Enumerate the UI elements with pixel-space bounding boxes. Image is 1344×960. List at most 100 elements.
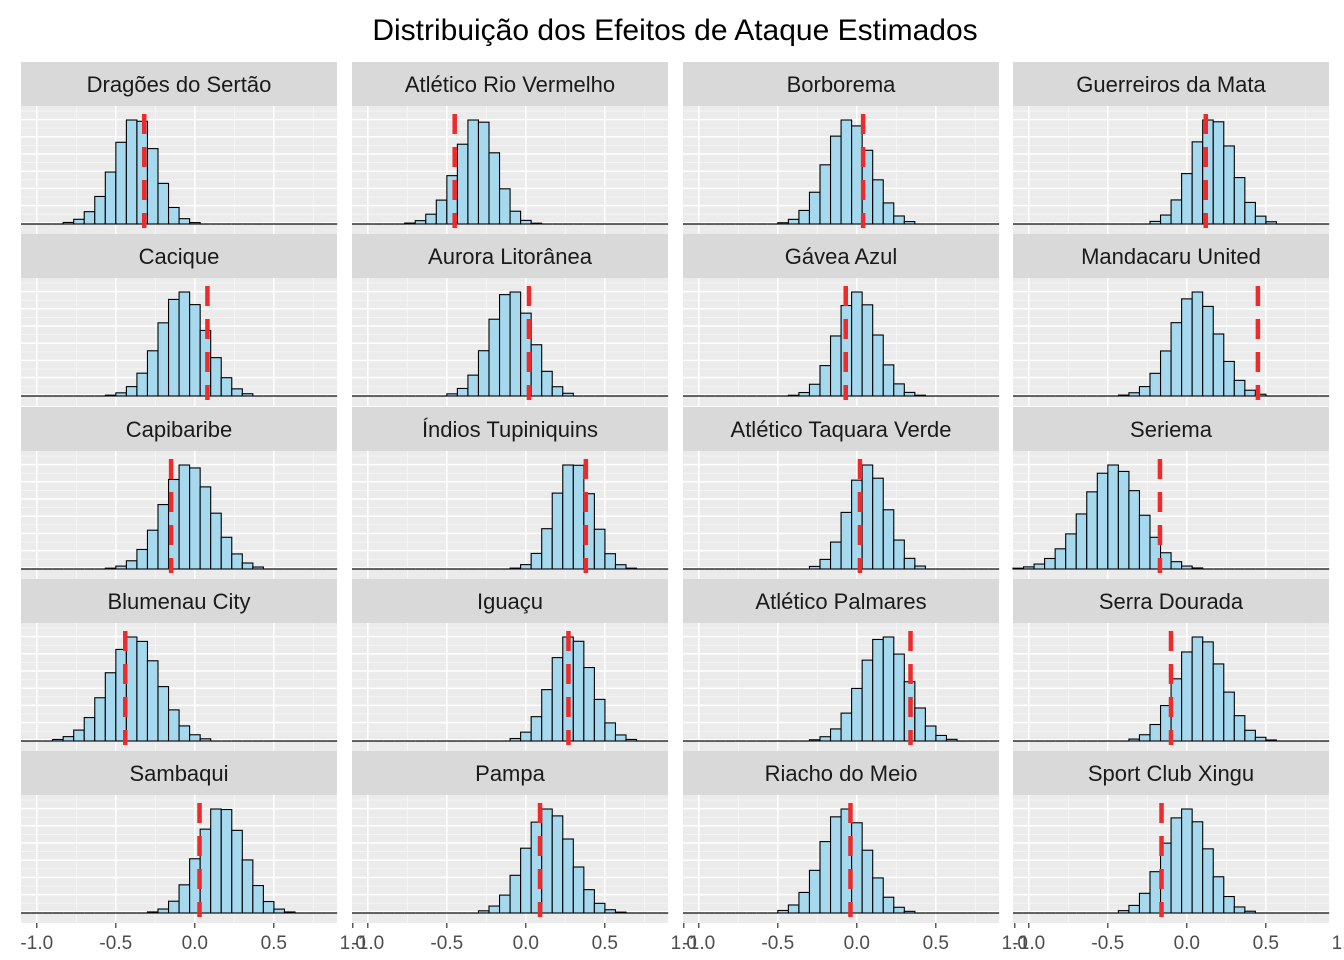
histogram-bar: [199, 486, 212, 570]
histogram-bar: [220, 377, 233, 397]
x-axis-2: -1.0 -0.5 0.0 0.5 1.0: [351, 923, 697, 954]
histogram-bar: [1181, 173, 1193, 225]
histogram-bar: [1181, 808, 1193, 914]
histogram-bar: [787, 394, 800, 397]
histogram-bar: [1191, 636, 1204, 742]
histogram-bar: [572, 640, 585, 742]
histogram-bar: [104, 394, 117, 397]
histogram-bar: [157, 504, 170, 570]
histogram-bar: [541, 528, 553, 570]
histogram-bar: [1244, 910, 1256, 914]
histogram-bar: [104, 567, 117, 570]
facet-strip: [352, 234, 668, 278]
histogram-bars: [683, 119, 1000, 225]
histogram-bar: [851, 291, 863, 397]
histogram-bar: [882, 896, 895, 914]
x-tick-label: 0.5: [592, 933, 618, 954]
histogram-bar: [488, 152, 501, 225]
histogram-bar: [541, 808, 553, 914]
histogram-bar: [551, 815, 564, 914]
histogram-bar: [1149, 220, 1162, 225]
grid-lines: [683, 278, 1016, 406]
histogram-bar: [798, 891, 811, 914]
histogram-bar: [520, 219, 532, 225]
histogram-bar: [787, 904, 800, 914]
histogram-bar: [562, 636, 574, 742]
histogram-bar: [893, 539, 905, 570]
histogram-bar: [530, 552, 543, 570]
histogram-bar: [157, 686, 170, 742]
facet-panel-serra-dourada: Serra Dourada: [1013, 579, 1330, 751]
histogram-bar: [52, 738, 64, 742]
facet-panel-cacique: Cacique: [21, 234, 354, 406]
histogram-bar: [1107, 464, 1119, 570]
histogram-bar: [1117, 910, 1130, 914]
histogram-bar: [62, 736, 75, 742]
histogram-bar: [840, 511, 853, 570]
histogram-bar: [530, 821, 543, 914]
histogram-bar: [903, 557, 916, 570]
histogram-bar: [541, 689, 553, 742]
histogram-bar: [829, 135, 842, 225]
histogram-bar: [593, 902, 606, 914]
histogram-bar: [840, 712, 853, 742]
facet-strip-label: Borborema: [787, 72, 897, 97]
histogram-bar: [1244, 729, 1256, 742]
histogram-bar: [241, 393, 254, 397]
histogram-bar: [1075, 513, 1088, 570]
histogram-bars: [21, 119, 338, 225]
x-axes: -1.0 -0.5 0.0 0.5 1.0-1.0 -0.5 0.0 0.5 1.0-1.0 -0…: [20, 923, 1344, 954]
facet-panel-sport-club-xingu: Sport Club Xingu: [1013, 751, 1330, 923]
histogram-bar: [1181, 298, 1193, 397]
facet-panel-borborema: Borborema: [683, 62, 1016, 234]
histogram-bar: [509, 874, 522, 914]
facet-strip-label: Serra Dourada: [1099, 589, 1244, 614]
facet-panel-guerreiros-da-mata: Guerreiros da Mata: [1013, 62, 1330, 234]
histogram-bar: [924, 725, 937, 742]
histogram-bar: [872, 638, 884, 742]
histogram-bar: [1086, 491, 1098, 570]
x-tick-label: 0.5: [1253, 933, 1279, 954]
histogram-bar: [882, 202, 895, 225]
histogram-bar: [1128, 490, 1141, 570]
facet-strip: [352, 751, 668, 795]
facet-strip: [21, 579, 337, 623]
histogram-bar: [1233, 715, 1246, 742]
histogram-bar: [604, 553, 617, 570]
histogram-bar: [1202, 848, 1214, 914]
histogram-bar: [157, 182, 170, 225]
histogram-bar: [1233, 906, 1246, 914]
facet-strip: [21, 751, 337, 795]
histogram-bar: [1054, 548, 1067, 570]
histogram-bar: [777, 222, 789, 225]
histogram-bar: [435, 199, 448, 225]
facet-strip-label: Blumenau City: [107, 589, 250, 614]
histogram-bar: [241, 562, 254, 570]
histogram-bar: [1159, 214, 1172, 225]
histogram-bar: [178, 725, 191, 742]
histogram-bar: [83, 717, 96, 742]
histogram-bar: [115, 565, 127, 570]
histogram-bar: [62, 221, 75, 225]
facet-strip: [1013, 407, 1329, 451]
histogram-bar: [882, 364, 895, 397]
histogram-bar: [83, 211, 96, 225]
panel-background: [352, 623, 668, 751]
histogram-bar: [498, 894, 511, 914]
histogram-bar: [1012, 567, 1025, 570]
histogram-bar: [1170, 199, 1183, 225]
x-tick-label: 0.5: [923, 933, 949, 954]
histogram-bar: [777, 909, 789, 914]
histogram-bars: [352, 464, 669, 570]
histogram-bar: [488, 318, 501, 397]
histogram-bar: [614, 734, 627, 742]
histogram-bar: [146, 529, 159, 570]
histogram-bar: [530, 344, 543, 397]
x-tick-label: 1.0: [1002, 933, 1028, 954]
histogram-bar: [1254, 736, 1267, 742]
histogram-bar: [157, 322, 170, 397]
histogram-bar: [808, 869, 821, 914]
facet-panel-dragoes-do-sertao: Dragões do Sertão: [21, 62, 354, 234]
histogram-bar: [73, 729, 85, 742]
